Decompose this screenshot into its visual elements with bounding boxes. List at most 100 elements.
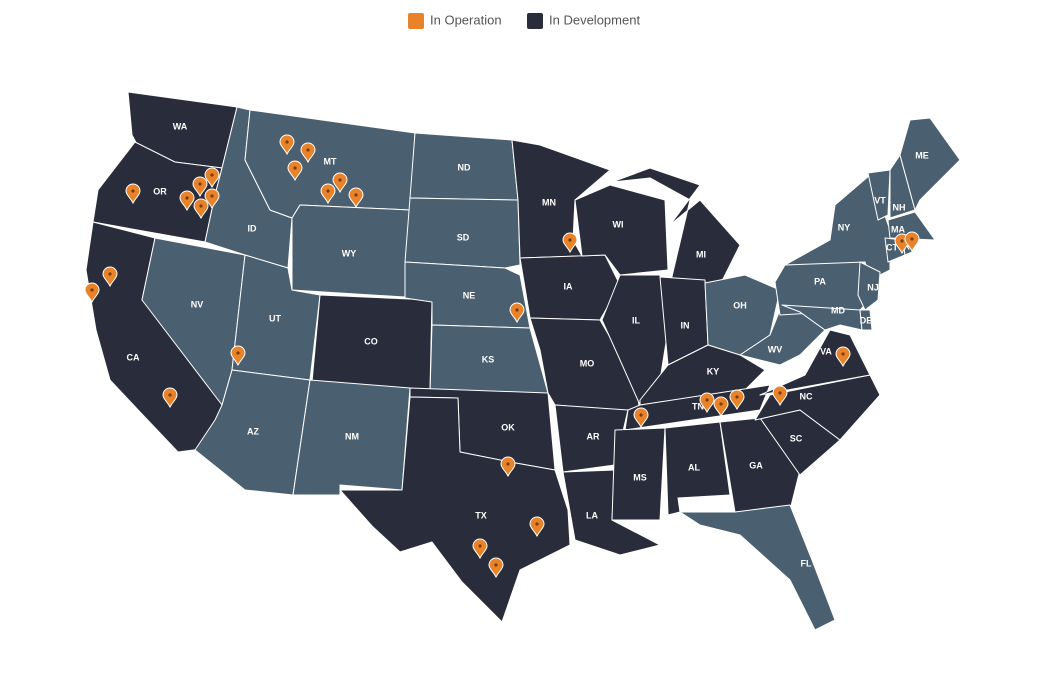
state-shape [899, 117, 961, 211]
state-label: MT [324, 156, 337, 166]
pin [193, 198, 209, 220]
state-label: AL [688, 462, 700, 472]
legend-label[interactable]: In Development [549, 12, 640, 27]
state-label: AZ [247, 426, 259, 436]
pin-dot [199, 204, 203, 208]
pin [729, 389, 745, 411]
state-shape [291, 204, 411, 298]
pin-dot [285, 140, 289, 144]
state-shape [887, 211, 936, 241]
state-label: KS [482, 354, 495, 364]
state-label: CA [127, 352, 140, 362]
state-label: MA [891, 224, 905, 234]
state-label: VA [820, 346, 832, 356]
pin-dot [900, 239, 904, 243]
pin [500, 456, 516, 478]
state-label: MS [633, 472, 647, 482]
state-shape [719, 417, 801, 513]
state-label: NV [191, 299, 204, 309]
state-label: RI [904, 241, 913, 251]
state-label: WV [768, 344, 783, 354]
state-shape [611, 427, 666, 521]
state-shape [859, 309, 873, 331]
pin-dot [639, 413, 643, 417]
state-label: NY [838, 222, 851, 232]
state-shape [611, 167, 741, 286]
pin-dot [185, 196, 189, 200]
pin-dot [338, 178, 342, 182]
state-label: NH [893, 202, 906, 212]
pin [320, 183, 336, 205]
state-label: OR [153, 186, 167, 196]
pin [125, 183, 141, 205]
state-label: WA [173, 121, 188, 131]
pin [204, 188, 220, 210]
state-shape [759, 329, 871, 396]
state-label: LA [586, 510, 598, 520]
pin-dot [719, 402, 723, 406]
pin [300, 142, 316, 164]
pin-dot [108, 272, 112, 276]
pin [204, 167, 220, 189]
pin-dot [210, 194, 214, 198]
pin [279, 134, 295, 156]
pin-dot [306, 148, 310, 152]
pin [332, 172, 348, 194]
state-label: NJ [867, 282, 879, 292]
pin [772, 385, 788, 407]
pin-dot [293, 166, 297, 170]
state-label: OK [501, 422, 515, 432]
pin-dot [910, 237, 914, 241]
pin [835, 346, 851, 368]
pin [192, 176, 208, 198]
state-shape [404, 197, 521, 269]
state-label: MN [542, 197, 556, 207]
state-label: TX [475, 510, 487, 520]
state-label: IL [632, 315, 641, 325]
state-shape [339, 396, 571, 623]
pins [84, 134, 920, 579]
pin [633, 407, 649, 429]
state-label: AR [587, 431, 600, 441]
state-label: ND [458, 162, 471, 172]
state-shape [867, 169, 891, 221]
legend-label[interactable]: In Operation [430, 12, 502, 27]
pin [348, 187, 364, 209]
state-label: IN [681, 320, 690, 330]
legend-swatch[interactable] [408, 13, 424, 29]
state-label: CO [364, 336, 378, 346]
state-label: MI [696, 249, 706, 259]
pin-dot [494, 563, 498, 567]
pin-dot [705, 398, 709, 402]
state-label: ME [915, 150, 929, 160]
legend-swatch[interactable] [527, 13, 543, 29]
state-label: FL [801, 558, 812, 568]
state-label: NM [345, 431, 359, 441]
state-label: MO [580, 358, 595, 368]
state-label: PA [814, 276, 826, 286]
state-label: WI [613, 219, 624, 229]
state-label: KY [707, 366, 720, 376]
state-label: GA [749, 460, 763, 470]
pin [509, 302, 525, 324]
state-label: CT [886, 242, 898, 252]
state-label: MD [831, 305, 845, 315]
pin-dot [210, 173, 214, 177]
pin-dot [841, 352, 845, 356]
state-shape [679, 504, 836, 631]
pin [713, 396, 729, 418]
state-label: SD [457, 232, 470, 242]
state-label: ID [248, 223, 258, 233]
state-label: OH [733, 300, 747, 310]
pin [162, 387, 178, 409]
pin [84, 282, 100, 304]
pin [562, 232, 578, 254]
pin-dot [354, 193, 358, 197]
pin [699, 392, 715, 414]
pin-dot [131, 189, 135, 193]
state-label: UT [269, 313, 281, 323]
state-label: SC [790, 433, 803, 443]
pin [287, 160, 303, 182]
state-shape [574, 184, 669, 276]
